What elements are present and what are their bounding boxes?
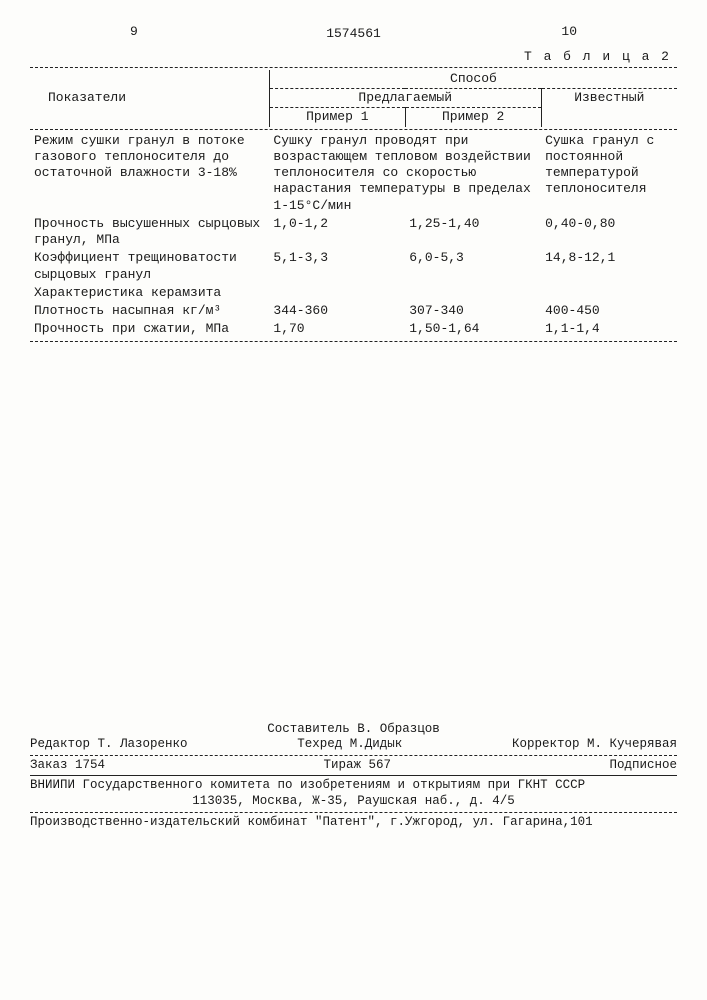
credits-row: Редактор Т. Лазоренко Техред М.Дидык Кор…: [30, 737, 677, 753]
cell-p2: 1,25-1,40: [405, 215, 541, 250]
table-border-bottom: [30, 341, 677, 342]
cell-p2: 307-340: [405, 302, 541, 320]
table-row: Прочность при сжатии, МПа 1,70 1,50-1,64…: [30, 320, 677, 338]
cell-p2: 1,50-1,64: [405, 320, 541, 338]
header-method: Способ: [269, 70, 677, 89]
document-number: 1574561: [30, 26, 677, 42]
header-example-2: Пример 2: [405, 108, 541, 127]
page-left: 9: [130, 24, 138, 40]
cell-known: 14,8-12,1: [541, 249, 677, 284]
order: Заказ 1754: [30, 758, 105, 774]
cell-label: Коэффициент трещиноватости сырцовых гран…: [30, 249, 269, 284]
cell-label: Характеристика керамзита: [30, 284, 677, 302]
subscription: Подписное: [609, 758, 677, 774]
table-row: Коэффициент трещиноватости сырцовых гран…: [30, 249, 677, 284]
table-label: Т а б л и ц а 2: [30, 49, 677, 65]
header-indicators: Показатели: [30, 70, 269, 127]
cell-label: Плотность насыпная кг/м³: [30, 302, 269, 320]
corrector: Корректор М. Кучерявая: [512, 737, 677, 753]
page-right: 10: [561, 24, 577, 40]
techred: Техред М.Дидык: [297, 737, 402, 753]
footer: Составитель В. Образцов Редактор Т. Лазо…: [30, 722, 677, 831]
tirazh: Тираж 567: [323, 758, 391, 774]
footer-divider-2: [30, 775, 677, 776]
cell-label: Режим сушки гранул в потоке газового теп…: [30, 132, 269, 215]
table-row: Плотность насыпная кг/м³ 344-360 307-340…: [30, 302, 677, 320]
footer-divider-1: [30, 755, 677, 756]
cell-known: Сушка гранул с постоянной температурой т…: [541, 132, 677, 215]
compiler-line: Составитель В. Образцов: [30, 722, 677, 738]
cell-label: Прочность при сжатии, МПа: [30, 320, 269, 338]
data-table-body: Режим сушки гранул в потоке газового теп…: [30, 132, 677, 339]
table-row: Характеристика керамзита: [30, 284, 677, 302]
table-row: Режим сушки гранул в потоке газового теп…: [30, 132, 677, 215]
header-known: Известный: [541, 89, 677, 127]
org-line-3: Производственно-издательский комбинат "П…: [30, 815, 677, 831]
cell-known: 1,1-1,4: [541, 320, 677, 338]
cell-p1: 1,70: [269, 320, 405, 338]
cell-label: Прочность высушенных сырцовых гранул, МП…: [30, 215, 269, 250]
cell-known: 400-450: [541, 302, 677, 320]
editor: Редактор Т. Лазоренко: [30, 737, 188, 753]
cell-known: 0,40-0,80: [541, 215, 677, 250]
footer-divider-3: [30, 812, 677, 813]
header-proposed: Предлагаемый: [269, 89, 541, 108]
header-example-1: Пример 1: [269, 108, 405, 127]
table-row: Прочность высушенных сырцовых гранул, МП…: [30, 215, 677, 250]
data-table: Показатели Способ Предлагаемый Известный…: [30, 70, 677, 127]
cell-p2: 6,0-5,3: [405, 249, 541, 284]
table-border-top: [30, 67, 677, 68]
cell-p1: 344-360: [269, 302, 405, 320]
cell-p1: 1,0-1,2: [269, 215, 405, 250]
order-row: Заказ 1754 Тираж 567 Подписное: [30, 758, 677, 774]
header-body-divider: [30, 129, 677, 130]
cell-merged: Сушку гранул проводят при возрастающем т…: [269, 132, 541, 215]
org-line-1: ВНИИПИ Государственного комитета по изоб…: [30, 778, 677, 794]
cell-p1: 5,1-3,3: [269, 249, 405, 284]
org-line-2: 113035, Москва, Ж-35, Раушская наб., д. …: [30, 794, 677, 810]
